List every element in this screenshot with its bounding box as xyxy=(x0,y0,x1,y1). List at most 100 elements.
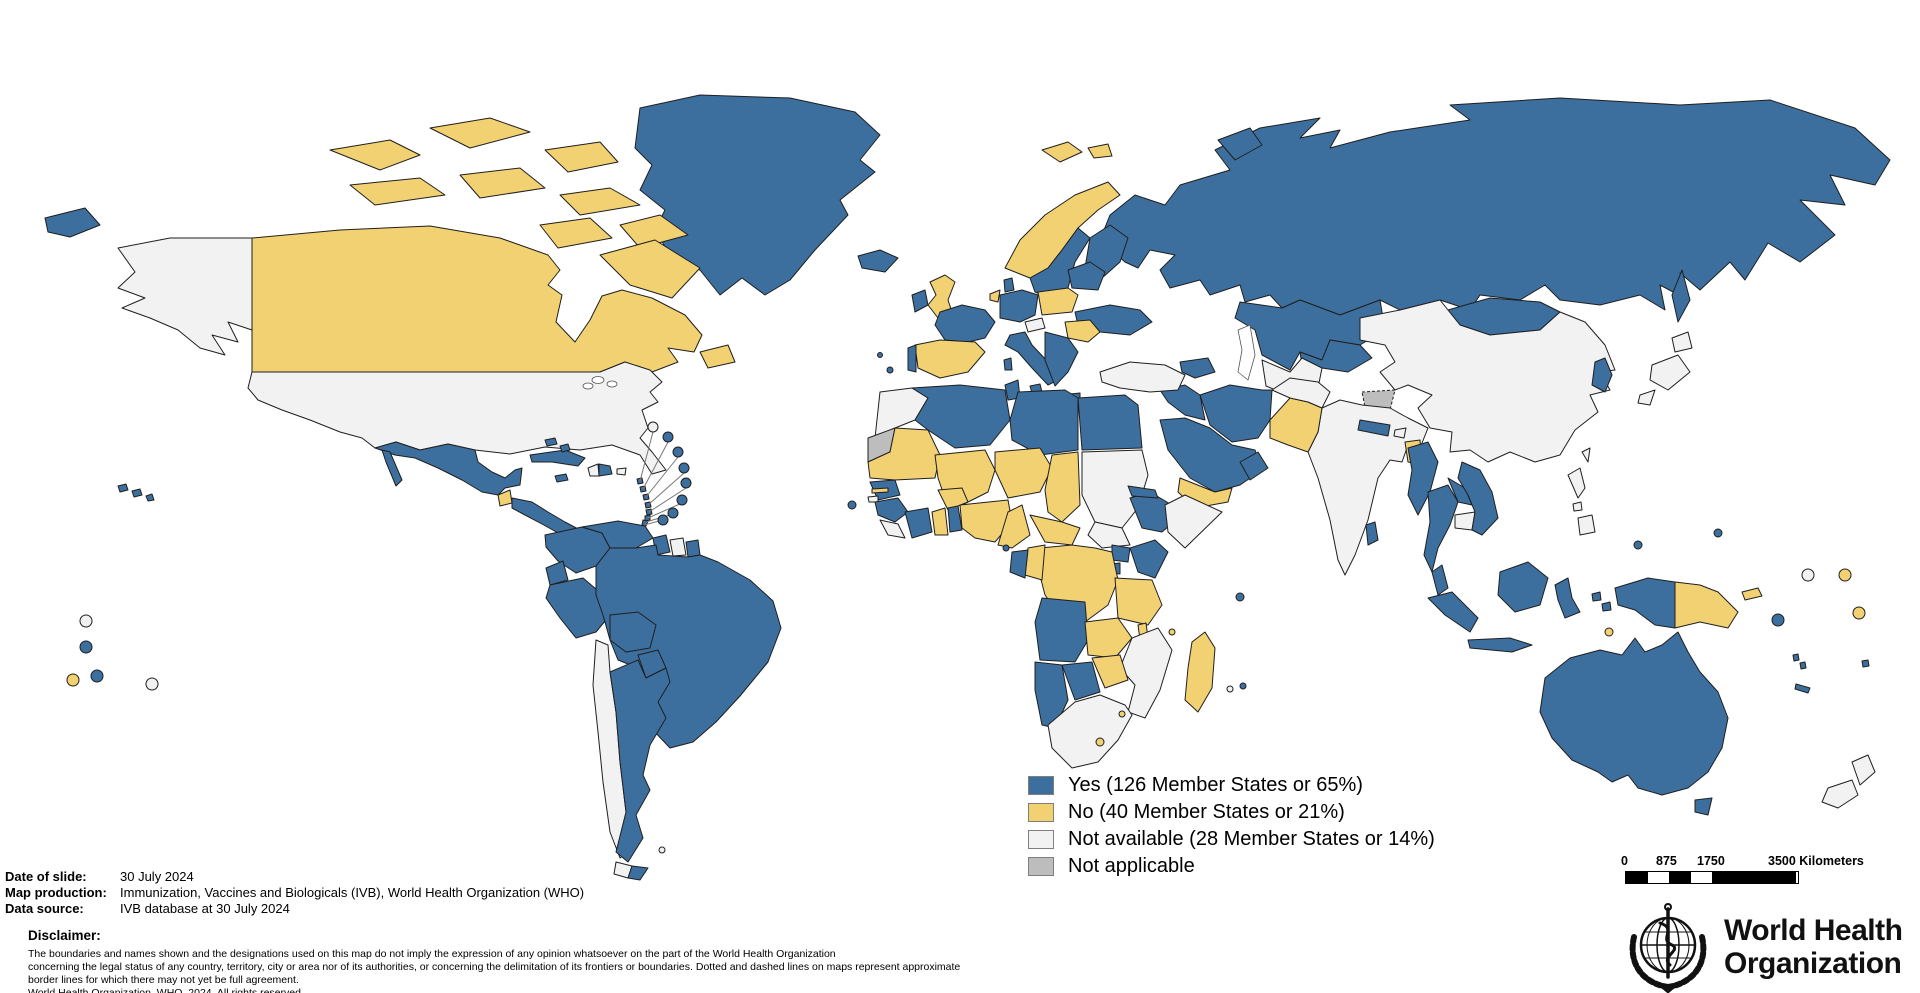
country-india xyxy=(1307,399,1429,576)
disclaimer-line: The boundaries and names shown and the d… xyxy=(28,948,836,960)
disclaimer-line: concerning the legal status of any count… xyxy=(28,961,961,973)
country-zimbabwe xyxy=(1091,654,1129,689)
country-botswana xyxy=(1061,661,1101,701)
region-sumatra xyxy=(1427,591,1479,633)
legend-swatch-not-available xyxy=(1028,830,1054,849)
legend-swatch-no xyxy=(1028,803,1054,822)
country-madagascar xyxy=(1184,631,1216,713)
region-madeira xyxy=(877,352,883,358)
country-canada-arctic-islands xyxy=(349,177,446,206)
country-italy xyxy=(1004,331,1059,386)
country-ireland xyxy=(911,289,929,313)
country-timor-leste xyxy=(1604,627,1614,637)
pacific-island-circle xyxy=(90,669,104,683)
country-canada-arctic-islands xyxy=(544,141,619,173)
country-kenya xyxy=(1129,539,1169,579)
country-nepal xyxy=(1357,419,1391,437)
country-canada-arctic-islands xyxy=(619,214,689,249)
country-argentina xyxy=(609,659,671,863)
country-bolivia xyxy=(609,611,657,653)
country-cuba xyxy=(529,449,586,467)
country-russia-sakhalin xyxy=(1671,269,1691,323)
region-tierra-del-fuego-east xyxy=(627,865,649,881)
country-japan-honshu xyxy=(1649,354,1691,391)
country-peru xyxy=(545,577,611,639)
country-nigeria xyxy=(959,499,1013,543)
country-korea xyxy=(1591,357,1613,393)
country-france xyxy=(934,304,996,343)
country-denmark xyxy=(1003,277,1015,293)
country-spain xyxy=(914,339,986,379)
region-kashmir xyxy=(1361,389,1396,411)
region-eritrea-djibouti xyxy=(1127,485,1159,499)
region-benin-togo xyxy=(947,505,963,533)
country-vanuatu xyxy=(1792,653,1800,662)
disclaimer: Disclaimer: The boundaries and names sho… xyxy=(28,928,960,993)
caribbean-callout-circle xyxy=(667,507,679,519)
country-gabon xyxy=(1009,549,1029,579)
country-somalia xyxy=(1164,494,1223,549)
pacific-island-circle xyxy=(1771,613,1785,627)
disclaimer-line: World Health Organization, WHO, 2024. Al… xyxy=(28,987,301,993)
country-sri-lanka xyxy=(1365,521,1379,546)
country-suriname xyxy=(669,537,687,557)
scale-bar-segments xyxy=(1625,871,1799,884)
who-logo-line2: Organization xyxy=(1724,947,1902,980)
country-egypt xyxy=(1077,394,1143,451)
pacific-island-circle xyxy=(145,677,159,691)
country-canada-newfoundland xyxy=(699,344,736,369)
country-gambia xyxy=(871,487,889,494)
country-guinea xyxy=(874,497,909,523)
country-netherlands xyxy=(989,289,1001,303)
country-canada-arctic-islands xyxy=(559,187,641,216)
meta-label: Date of slide: xyxy=(5,869,87,884)
country-haiti xyxy=(587,463,600,477)
country-central-african-republic xyxy=(1029,514,1081,546)
country-caucasus xyxy=(1179,357,1216,379)
legend-item-not-applicable: Not applicable xyxy=(1028,853,1435,880)
country-micronesia xyxy=(1713,528,1723,538)
region-balkans-greece xyxy=(1044,331,1079,387)
region-sulawesi xyxy=(1554,577,1581,619)
region-lesser-antilles xyxy=(644,514,651,522)
country-iran xyxy=(1199,384,1273,443)
country-greenland xyxy=(634,94,881,296)
meta-row-production: Map production: Immunization, Vaccines a… xyxy=(5,885,584,901)
country-mauritius xyxy=(1239,682,1247,690)
caribbean-callout-circle xyxy=(676,494,688,506)
region-alaska xyxy=(117,237,253,356)
country-niger xyxy=(994,447,1053,499)
country-portugal xyxy=(907,344,917,373)
legend-label: Yes (126 Member States or 65%) xyxy=(1068,774,1363,796)
country-malaysia xyxy=(1431,564,1449,596)
country-comoros xyxy=(1168,628,1176,636)
country-ghana xyxy=(931,507,949,536)
country-canada-baffin xyxy=(599,239,701,299)
who-logo-text: World Health Organization xyxy=(1724,914,1903,980)
region-tasmania xyxy=(1694,797,1713,816)
meta-value: 30 July 2024 xyxy=(120,869,194,884)
country-venezuela xyxy=(581,520,654,549)
meta-label: Map production: xyxy=(5,885,107,900)
legend-swatch-yes xyxy=(1028,776,1054,795)
country-bahamas xyxy=(544,437,558,447)
country-turkey xyxy=(1099,361,1186,393)
country-mexico xyxy=(374,441,523,496)
country-algeria xyxy=(911,384,1011,449)
caribbean-callout-circle xyxy=(662,431,674,443)
country-dominican-republic xyxy=(598,463,613,477)
country-russia-chukotka xyxy=(44,207,101,238)
region-west-new-guinea xyxy=(1614,577,1676,629)
country-tanzania xyxy=(1114,577,1163,626)
country-fiji xyxy=(1861,659,1870,668)
caribbean-callout-circle xyxy=(657,514,669,526)
region-reunion xyxy=(1226,685,1234,693)
caribbean-callout-circle xyxy=(678,462,690,474)
pacific-island-circle xyxy=(1801,568,1815,582)
scale-end-label: 3500 Kilometers xyxy=(1768,854,1864,868)
country-bahamas xyxy=(559,443,571,453)
country-vanuatu xyxy=(1799,661,1807,670)
country-iceland xyxy=(857,249,899,273)
country-cape-verde xyxy=(847,500,857,510)
region-falkland-islands xyxy=(658,846,666,854)
